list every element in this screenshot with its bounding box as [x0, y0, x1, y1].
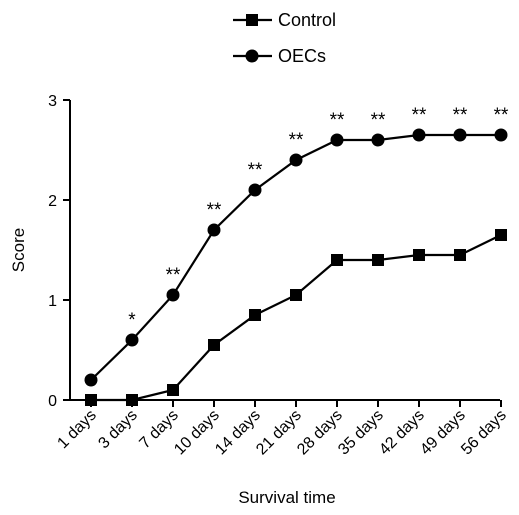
y-tick-label: 1	[48, 293, 57, 310]
significance-label: **	[453, 105, 468, 126]
legend-marker	[245, 49, 259, 63]
x-tick-label: 1 days	[54, 407, 99, 452]
significance-label: **	[207, 200, 222, 221]
data-point	[494, 128, 508, 142]
legend-label: Control	[278, 10, 336, 30]
significance-label: **	[289, 130, 304, 151]
significance-label: *	[128, 310, 136, 331]
legend-item-oecs: OECs	[233, 46, 326, 66]
data-point	[248, 183, 262, 197]
y-tick-label: 2	[48, 193, 57, 210]
series-oecs	[84, 128, 508, 387]
data-point	[331, 254, 343, 266]
significance-label: **	[494, 105, 509, 126]
series-layer	[84, 128, 508, 406]
data-point	[453, 128, 467, 142]
y-tick-label: 3	[48, 93, 57, 110]
legend-label: OECs	[278, 46, 326, 66]
significance-label: **	[371, 110, 386, 131]
data-point	[84, 373, 98, 387]
significance-label: **	[166, 265, 181, 286]
data-point	[412, 128, 426, 142]
data-point	[167, 384, 179, 396]
y-axis-title: Score	[9, 228, 28, 272]
significance-label: **	[330, 110, 345, 131]
data-point	[413, 249, 425, 261]
x-tick-label: 3 days	[95, 407, 140, 452]
series-control	[85, 229, 507, 406]
significance-annotations: *********** ** ** ** **	[128, 105, 509, 331]
data-point	[126, 394, 138, 406]
data-point	[208, 339, 220, 351]
data-point	[290, 289, 302, 301]
significance-label: **	[412, 105, 427, 126]
y-tick-label: 0	[48, 393, 57, 410]
data-point	[495, 229, 507, 241]
data-point	[289, 153, 303, 167]
data-point	[454, 249, 466, 261]
x-axis-title: Survival time	[238, 488, 335, 507]
data-point	[249, 309, 261, 321]
data-point	[125, 333, 139, 347]
data-point	[372, 254, 384, 266]
data-point	[330, 133, 344, 147]
legend-item-control: Control	[233, 10, 336, 30]
data-point	[207, 223, 221, 237]
legend-marker	[246, 14, 258, 26]
x-tick-label: 56 days	[458, 407, 510, 459]
legend: Control OECs	[233, 10, 336, 66]
series-line	[90, 133, 501, 381]
data-point	[371, 133, 385, 147]
data-point	[85, 394, 97, 406]
data-point	[166, 288, 180, 302]
significance-label: **	[248, 160, 263, 181]
y-axis: 0 1 2 3	[48, 93, 71, 410]
